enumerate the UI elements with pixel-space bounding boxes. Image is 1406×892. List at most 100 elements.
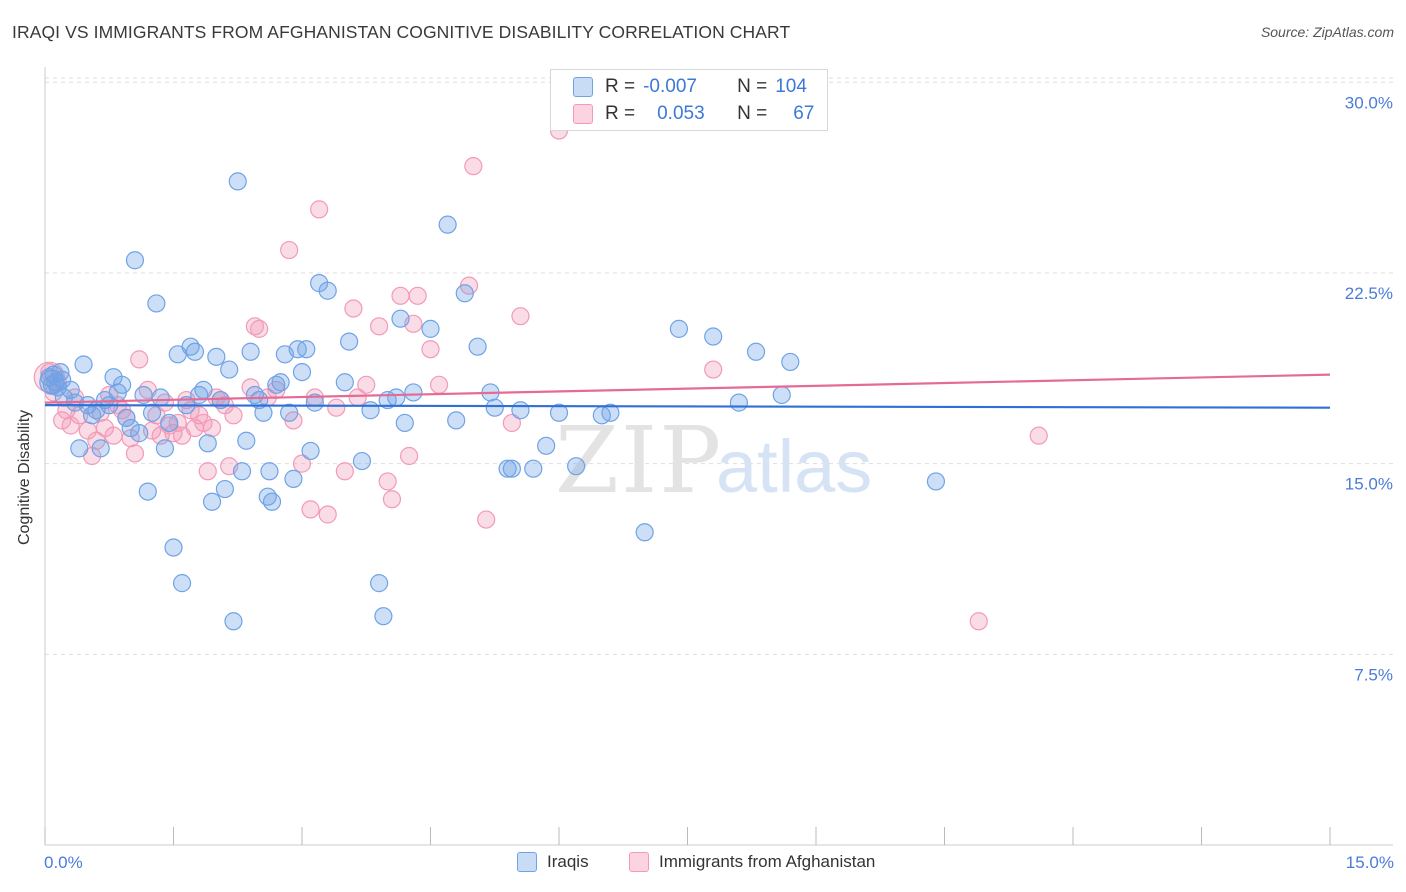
afghanistan-point: [310, 200, 329, 219]
legend-label-iraqis: Iraqis: [547, 852, 589, 871]
iraqis-point: [215, 479, 234, 499]
iraqis-point: [254, 403, 273, 422]
iraqis-point: [635, 523, 654, 542]
afghanistan-point: [344, 299, 363, 318]
afghanistan-point: [502, 413, 521, 433]
iraqis-point: [125, 251, 145, 270]
afghanistan-point: [378, 472, 397, 491]
series-iraqis-points: [39, 172, 946, 631]
trend-lines: [44, 373, 1331, 409]
iraqis-point: [297, 340, 316, 359]
afghanistan-point: [202, 418, 222, 438]
iraqis-point: [537, 436, 556, 455]
iraqis-point: [335, 373, 354, 392]
iraqis-point: [130, 424, 149, 443]
iraqis-point: [567, 457, 586, 476]
iraqis-point: [121, 418, 140, 438]
iraqis-point: [601, 403, 620, 422]
correlation-legend-box: R = -0.007 N = 104 R = 0.053 N = 67: [550, 69, 828, 131]
iraqis-point: [151, 388, 170, 407]
iraqis-point: [395, 413, 414, 433]
iraqis-point: [202, 492, 222, 511]
afghanistan-point: [357, 375, 376, 394]
iraqis-point: [160, 413, 179, 433]
iraqis-point: [142, 403, 162, 422]
iraqis-point: [112, 375, 132, 394]
iraqis-point: [318, 281, 337, 300]
iraqis-point: [232, 462, 252, 481]
iraqis-point: [305, 393, 324, 412]
y-tick-label: 7.5%: [1354, 665, 1393, 684]
legend-label-afghanistan: Immigrants from Afghanistan: [659, 852, 876, 871]
iraqis-point: [147, 294, 166, 313]
chart-title: IRAQI VS IMMIGRANTS FROM AFGHANISTAN COG…: [12, 22, 791, 42]
afghanistan-point: [399, 446, 419, 466]
afghanistan-point: [104, 426, 123, 445]
iraqis-point: [746, 342, 766, 361]
iraqis-point: [498, 459, 517, 478]
legend-n-label: N =: [737, 103, 768, 124]
afghanistan-point: [130, 350, 149, 369]
iraqis-point: [781, 352, 800, 372]
legend-row-afghanistan: R = 0.053 N = 67: [573, 101, 814, 127]
afghanistan-point: [464, 157, 483, 176]
iraqis-point: [704, 327, 723, 346]
iraqis-point: [280, 403, 299, 422]
iraqis-point: [237, 431, 256, 450]
afghanistan-point: [194, 413, 213, 433]
iraqis-point: [224, 612, 243, 631]
afghanistan-point: [335, 462, 354, 481]
y-tick-label: 15.0%: [1345, 475, 1393, 494]
series-afghanistan-points: [33, 121, 1048, 631]
legend-item-afghanistan[interactable]: Immigrants from Afghanistan: [629, 852, 875, 872]
axes: [44, 67, 1393, 846]
iraqis-point: [194, 380, 213, 399]
x-axis-max-label: 15.0%: [1345, 853, 1394, 872]
y-tick-labels: 7.5% 15.0% 22.5% 30.0%: [1345, 93, 1393, 684]
trend-line-iraqis: [44, 404, 1331, 409]
iraqis-point: [502, 459, 521, 478]
iraqis-point: [51, 362, 70, 382]
afghanistan-point: [301, 500, 320, 519]
legend-swatch-afghanistan: [629, 852, 649, 872]
afghanistan-point: [391, 286, 410, 305]
afghanistan-point: [421, 340, 440, 359]
iraqis-point: [262, 492, 282, 511]
afghanistan-point: [198, 462, 217, 481]
iraqis-point: [468, 337, 487, 356]
iraqis-point: [228, 172, 247, 191]
iraqis-point: [340, 332, 359, 351]
iraqis-point: [164, 538, 183, 557]
iraqis-point: [271, 373, 290, 392]
iraqis-point: [421, 319, 440, 338]
iraqis-point: [374, 607, 393, 626]
iraqis-point: [926, 472, 946, 491]
legend-r-value-afghanistan: 0.053: [657, 103, 705, 124]
trend-line-afghanistan: [44, 373, 1331, 404]
afghanistan-point: [224, 406, 243, 425]
y-tick-label: 22.5%: [1345, 284, 1393, 303]
source-label: Source: ZipAtlas.com: [1260, 24, 1394, 40]
iraqis-point: [292, 362, 312, 382]
legend-n-label: N =: [737, 76, 768, 97]
legend-item-iraqis[interactable]: Iraqis: [517, 852, 589, 872]
iraqis-point: [241, 342, 260, 361]
watermark-atlas: atlas: [716, 425, 872, 508]
y-tick-label: 30.0%: [1345, 93, 1393, 112]
iraqis-point: [284, 469, 303, 488]
afghanistan-point: [969, 612, 988, 631]
iraqis-point: [511, 401, 530, 420]
afghanistan-point: [370, 317, 389, 336]
afghanistan-point: [1029, 426, 1048, 445]
iraqis-point: [260, 462, 279, 481]
legend-swatch-iraqis: [517, 852, 537, 872]
iraqis-point: [185, 342, 205, 361]
iraqis-point: [387, 388, 406, 407]
afghanistan-point: [477, 510, 496, 529]
iraqis-point: [74, 355, 93, 374]
iraqis-point: [447, 411, 466, 430]
iraqis-point: [172, 574, 192, 593]
afghanistan-point: [408, 286, 427, 305]
afghanistan-point: [280, 240, 299, 260]
